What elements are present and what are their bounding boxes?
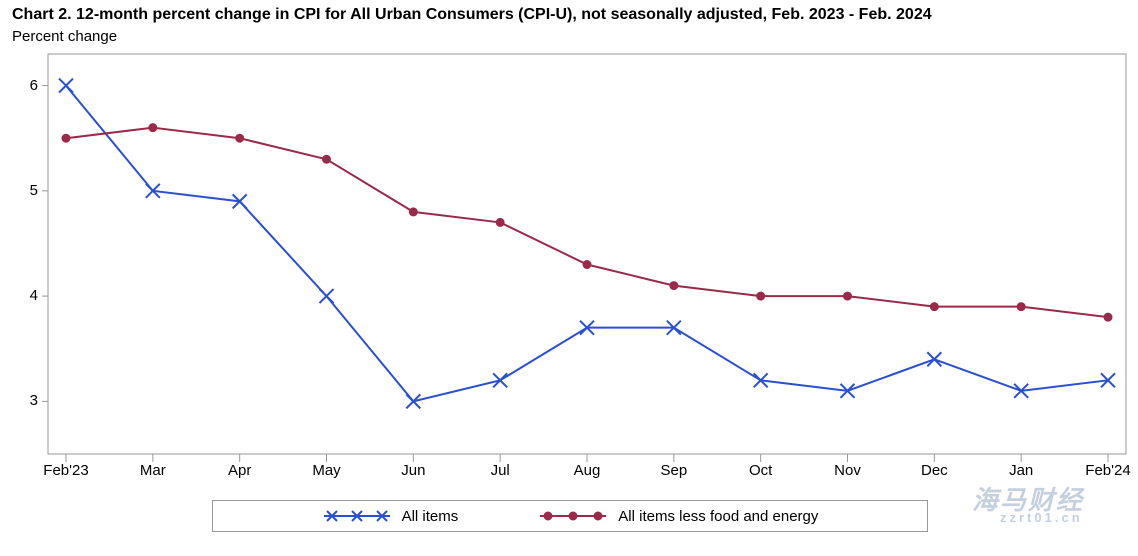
chart-title: Chart 2. 12-month percent change in CPI … (12, 6, 932, 24)
x-tick-label: Feb'24 (1085, 462, 1130, 479)
x-tick-label: Feb'23 (43, 462, 88, 479)
legend-swatch-less-food-energy (538, 506, 608, 526)
x-tick-label: Oct (749, 462, 772, 479)
x-tick-label: Jan (1009, 462, 1033, 479)
x-tick-label: Dec (921, 462, 948, 479)
x-tick-label: Sep (660, 462, 687, 479)
legend-label-all-items: All items (402, 508, 459, 525)
legend-item-all-items: All items (322, 506, 459, 526)
y-tick-label: 5 (8, 182, 38, 199)
x-tick-label: Apr (228, 462, 251, 479)
legend-swatch-all-items (322, 506, 392, 526)
chart-subtitle: Percent change (12, 28, 117, 45)
y-tick-label: 3 (8, 392, 38, 409)
y-tick-label: 6 (8, 77, 38, 94)
y-tick-label: 4 (8, 287, 38, 304)
chart-container: Chart 2. 12-month percent change in CPI … (0, 0, 1138, 556)
line-chart (38, 44, 1136, 464)
x-tick-label: Jul (491, 462, 510, 479)
x-tick-label: Aug (574, 462, 601, 479)
legend-label-less-food-energy: All items less food and energy (618, 508, 818, 525)
legend-item-less-food-energy: All items less food and energy (538, 506, 818, 526)
x-tick-label: Nov (834, 462, 861, 479)
x-tick-label: Jun (401, 462, 425, 479)
x-tick-label: May (312, 462, 340, 479)
watermark-sub: zzrt01.cn (1000, 510, 1083, 525)
legend: All items All items less food and energy (212, 500, 928, 532)
watermark-main: 海马财经 (972, 480, 1084, 517)
x-tick-label: Mar (140, 462, 166, 479)
